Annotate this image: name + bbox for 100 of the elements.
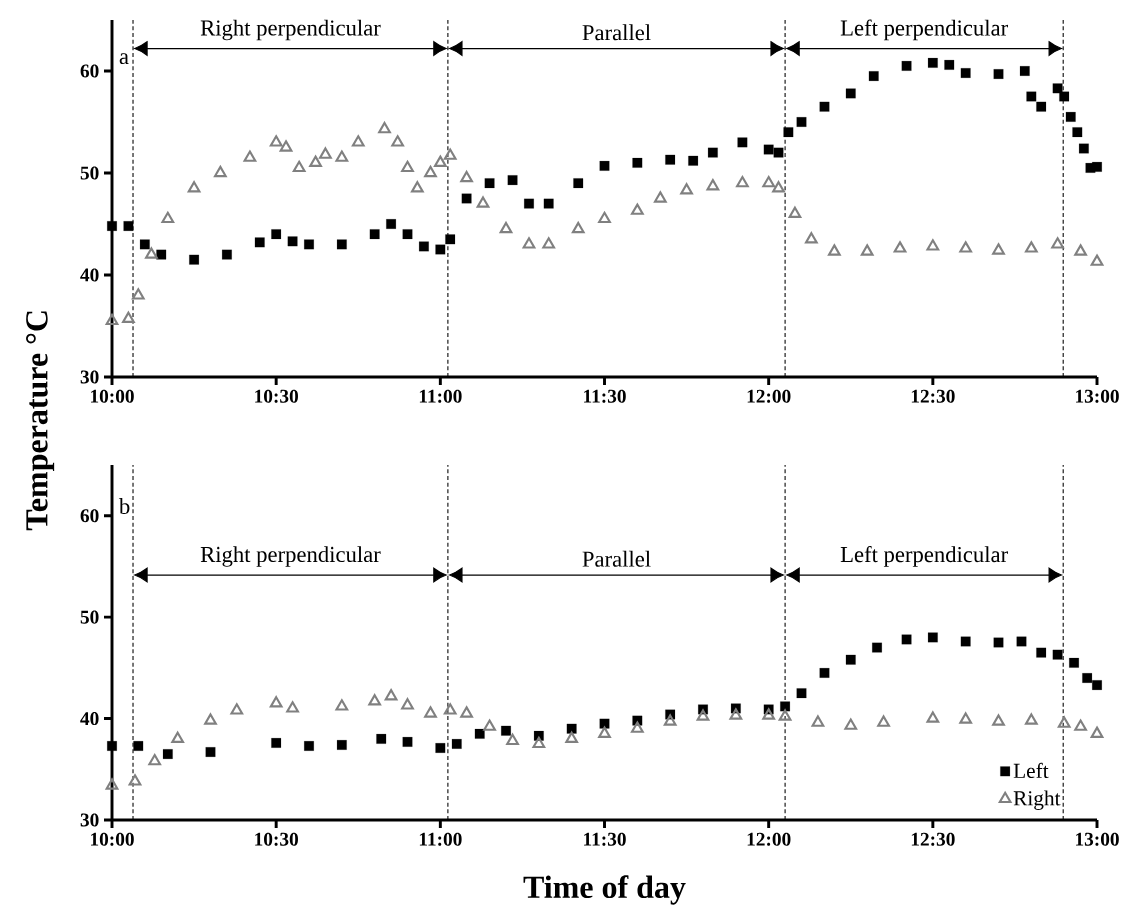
annotation: b bbox=[118, 498, 130, 515]
point bbox=[688, 155, 699, 166]
point bbox=[901, 61, 912, 71]
y-tick-label: 30 bbox=[80, 813, 99, 827]
point bbox=[796, 688, 807, 699]
point bbox=[860, 244, 874, 256]
annotation: Parallel bbox=[582, 24, 651, 41]
point bbox=[304, 741, 314, 751]
y-axis-title: Temperature °C bbox=[26, 311, 55, 531]
y-tick-label: 50 bbox=[80, 610, 99, 624]
x-tick-label: 12:30 bbox=[911, 832, 955, 846]
point bbox=[507, 175, 518, 186]
point bbox=[156, 249, 167, 260]
point bbox=[461, 193, 472, 204]
point bbox=[107, 741, 117, 751]
point bbox=[532, 736, 546, 749]
point bbox=[384, 689, 398, 701]
point bbox=[189, 254, 199, 265]
point bbox=[872, 642, 882, 653]
x-tick-label: 10:30 bbox=[255, 832, 298, 846]
point bbox=[762, 175, 776, 188]
point bbox=[599, 160, 610, 171]
point bbox=[772, 181, 785, 193]
point bbox=[419, 241, 429, 252]
point bbox=[369, 229, 380, 240]
point bbox=[960, 636, 971, 647]
point bbox=[1072, 127, 1083, 138]
point bbox=[105, 313, 119, 326]
x-tick-label: 13:00 bbox=[1076, 389, 1119, 403]
point bbox=[565, 731, 579, 743]
point bbox=[286, 701, 299, 713]
point bbox=[707, 147, 718, 158]
point bbox=[927, 57, 938, 68]
point bbox=[1092, 161, 1102, 172]
point bbox=[877, 715, 890, 727]
point bbox=[460, 170, 473, 183]
point bbox=[402, 229, 413, 240]
point bbox=[445, 234, 456, 245]
point bbox=[1019, 66, 1030, 76]
point bbox=[845, 88, 856, 99]
point bbox=[309, 155, 322, 167]
point bbox=[796, 117, 807, 127]
point bbox=[133, 741, 144, 751]
point bbox=[145, 247, 158, 259]
point bbox=[254, 237, 265, 248]
point bbox=[335, 150, 349, 162]
point bbox=[845, 654, 856, 665]
point bbox=[483, 719, 496, 731]
point bbox=[573, 178, 584, 189]
point bbox=[992, 243, 1005, 255]
point bbox=[598, 211, 611, 224]
y-tick-label: 30 bbox=[80, 370, 99, 384]
point bbox=[1090, 254, 1104, 266]
point bbox=[230, 703, 244, 715]
point bbox=[162, 749, 173, 759]
point bbox=[663, 714, 677, 726]
point bbox=[1074, 719, 1087, 731]
point bbox=[107, 221, 117, 231]
point bbox=[944, 59, 955, 70]
point bbox=[213, 165, 227, 178]
point bbox=[680, 183, 693, 195]
point bbox=[566, 723, 577, 734]
y-tick-label: 60 bbox=[80, 64, 99, 78]
point bbox=[401, 160, 414, 173]
point bbox=[443, 148, 457, 160]
point bbox=[1024, 241, 1038, 253]
point bbox=[598, 726, 611, 738]
x-axis-title: Time of day bbox=[523, 875, 686, 905]
point bbox=[783, 127, 794, 138]
point bbox=[762, 708, 776, 720]
point bbox=[1026, 91, 1037, 102]
point bbox=[304, 239, 314, 250]
point bbox=[1051, 237, 1064, 249]
point bbox=[993, 69, 1004, 79]
point bbox=[1074, 244, 1087, 256]
point bbox=[187, 181, 201, 193]
y-tick-label: 60 bbox=[80, 509, 99, 523]
point bbox=[368, 694, 382, 706]
point bbox=[131, 288, 145, 300]
point bbox=[424, 706, 437, 718]
point bbox=[827, 244, 841, 256]
point bbox=[780, 701, 790, 712]
point bbox=[811, 715, 825, 727]
legend-label: Right bbox=[1013, 790, 1061, 810]
point bbox=[269, 696, 283, 708]
point bbox=[506, 733, 519, 746]
x-tick-label: 12:00 bbox=[747, 389, 791, 403]
point bbox=[522, 237, 536, 249]
y-tick-label: 50 bbox=[80, 166, 99, 180]
point bbox=[1090, 726, 1104, 738]
point bbox=[410, 181, 424, 193]
point bbox=[706, 179, 720, 191]
point bbox=[992, 714, 1005, 726]
point bbox=[128, 774, 142, 786]
point bbox=[893, 241, 907, 253]
point bbox=[1052, 83, 1063, 94]
point bbox=[1079, 143, 1089, 154]
point bbox=[443, 703, 457, 715]
point bbox=[788, 206, 802, 218]
point bbox=[1082, 673, 1093, 683]
